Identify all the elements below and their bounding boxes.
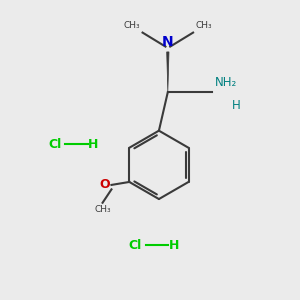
- Text: Cl: Cl: [48, 138, 62, 151]
- Text: CH₃: CH₃: [94, 205, 111, 214]
- Text: CH₃: CH₃: [196, 21, 212, 30]
- Polygon shape: [167, 52, 169, 92]
- Text: O: O: [99, 178, 110, 191]
- Text: Cl: Cl: [128, 238, 142, 252]
- Text: H: H: [232, 99, 241, 112]
- Text: H: H: [169, 238, 179, 252]
- Text: NH₂: NH₂: [215, 76, 237, 89]
- Text: N: N: [162, 35, 174, 49]
- Text: CH₃: CH₃: [124, 21, 140, 30]
- Text: H: H: [88, 138, 99, 151]
